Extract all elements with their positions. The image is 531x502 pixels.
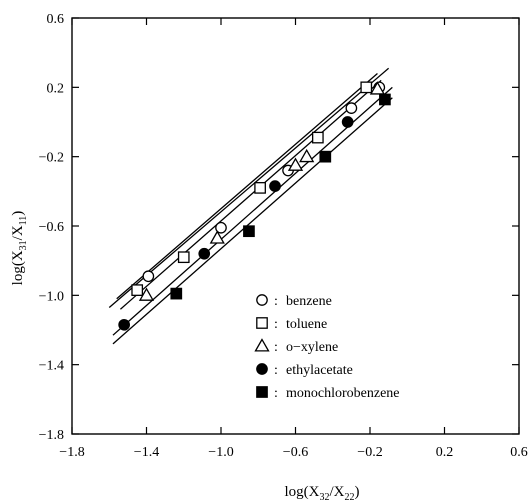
legend-separator: : bbox=[274, 363, 278, 378]
y-tick-label: 0.6 bbox=[47, 12, 65, 27]
marker-ethylacetate bbox=[198, 247, 211, 260]
marker-o-xylene bbox=[299, 148, 315, 163]
marker-benzene bbox=[345, 102, 358, 114]
marker-o-xylene bbox=[287, 157, 304, 171]
legend-marker-3 bbox=[256, 363, 268, 375]
legend-entry-label: toluene bbox=[286, 317, 327, 332]
y-tick-label: −1.4 bbox=[39, 359, 64, 374]
x-tick-label: −0.6 bbox=[283, 445, 308, 460]
legend-separator: : bbox=[274, 317, 278, 332]
marker-monochlorobenzene bbox=[379, 93, 391, 106]
y-tick-label: −1.0 bbox=[39, 289, 64, 304]
legend-separator: : bbox=[274, 294, 278, 309]
fit-lines bbox=[108, 67, 393, 345]
x-tick-label: −1.0 bbox=[208, 445, 233, 460]
marker-toluene bbox=[311, 131, 324, 144]
fit-line-monochlorobenzene bbox=[112, 97, 393, 345]
legend-separator: : bbox=[274, 340, 278, 355]
legend-marker-2 bbox=[254, 338, 270, 352]
legend-marker-0 bbox=[256, 294, 268, 306]
legend: : benzene: toluene: o−xylene: ethylacetate: m… bbox=[254, 294, 400, 401]
marker-monochlorobenzene bbox=[319, 150, 332, 163]
x-axis-label: log(X32/X22) bbox=[285, 484, 360, 502]
marker-toluene bbox=[360, 81, 373, 94]
y-axis-label: log(X31/X11) bbox=[10, 211, 29, 286]
marker-ethylacetate bbox=[341, 116, 354, 128]
legend-marker-4 bbox=[256, 386, 268, 398]
marker-o-xylene bbox=[209, 230, 225, 244]
marker-ethylacetate bbox=[269, 180, 281, 192]
x-tick-label: 0.2 bbox=[436, 445, 454, 460]
marker-o-xylene bbox=[138, 287, 155, 301]
legend-entry-label: benzene bbox=[286, 294, 332, 309]
marker-monochlorobenzene bbox=[243, 225, 255, 238]
y-tick-label: −1.8 bbox=[39, 428, 64, 443]
x-tick-label: −1.8 bbox=[59, 445, 84, 460]
fit-line-benzene bbox=[108, 67, 390, 308]
y-tick-label: −0.2 bbox=[39, 151, 64, 166]
legend-marker-1 bbox=[256, 317, 268, 329]
data-markers bbox=[118, 81, 391, 331]
x-axis-ticks: −1.8 −1.4 −1.0 −0.6 −0.2 0.2 0.6 bbox=[59, 18, 528, 460]
legend-entry-label: ethylacetate bbox=[286, 363, 353, 378]
marker-benzene bbox=[142, 270, 155, 283]
marker-toluene bbox=[177, 251, 190, 264]
marker-benzene bbox=[215, 221, 227, 234]
marker-monochlorobenzene bbox=[170, 287, 183, 300]
x-tick-label: −0.2 bbox=[357, 445, 382, 460]
marker-ethylacetate bbox=[118, 318, 131, 331]
y-axis-ticks: −1.8 −1.4 −1.0 −0.6 −0.2 0.2 0.6 bbox=[39, 12, 519, 443]
marker-o-xylene bbox=[369, 81, 386, 95]
fit-line-o-xylene bbox=[119, 79, 382, 310]
legend-entry-label: monochlorobenzene bbox=[286, 386, 400, 401]
y-tick-label: −0.6 bbox=[39, 220, 64, 235]
legend-separator: : bbox=[274, 386, 278, 401]
fit-line-toluene bbox=[116, 72, 378, 300]
marker-toluene bbox=[131, 284, 144, 296]
fit-line-ethylacetate bbox=[112, 86, 393, 336]
x-tick-label: 0.6 bbox=[510, 445, 528, 460]
marker-toluene bbox=[254, 182, 266, 194]
y-tick-label: 0.2 bbox=[47, 81, 65, 96]
legend-entry-label: o−xylene bbox=[286, 340, 338, 355]
x-tick-label: −1.4 bbox=[134, 445, 159, 460]
